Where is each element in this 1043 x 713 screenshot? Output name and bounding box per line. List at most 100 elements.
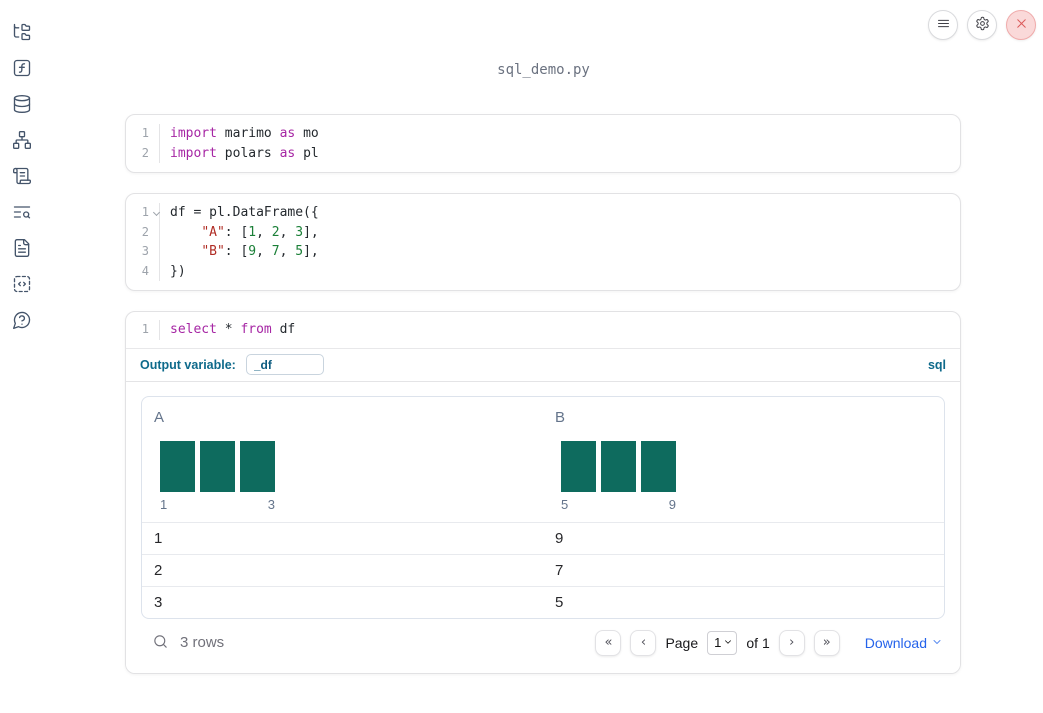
- column-title[interactable]: A: [154, 408, 165, 426]
- file-text-icon: [12, 238, 32, 261]
- code-text: "B": [9, 7, 5],: [160, 242, 319, 262]
- code-text: import marimo as mo: [160, 124, 319, 144]
- column-title[interactable]: B: [555, 408, 566, 426]
- code-token: 7: [271, 244, 280, 259]
- notebook-main: sql_demo.py 1 import marimo as mo 2 import …: [44, 0, 1043, 713]
- code-token: 1: [248, 224, 257, 240]
- histogram-bar: [641, 440, 676, 492]
- code-token: ,: [279, 244, 296, 259]
- page-select[interactable]: 1: [707, 630, 738, 655]
- code-token: df = pl.DataFrame({: [170, 205, 319, 220]
- page-select-value: 1: [714, 635, 722, 650]
- chevrons-right-icon: »: [822, 635, 831, 650]
- sidebar-item-data-sources[interactable]: [11, 94, 33, 116]
- chevron-down-icon: [723, 635, 733, 650]
- line-number: 1: [126, 203, 161, 223]
- table-cell: 1: [154, 529, 163, 547]
- code-token: "B": [201, 244, 225, 259]
- code-token: *: [216, 322, 241, 337]
- chevron-left-icon: ‹: [640, 635, 647, 650]
- sidebar-item-variables[interactable]: [11, 58, 33, 80]
- code-token: pl: [295, 145, 319, 161]
- output-variable-bar: Output variable: sql: [126, 349, 960, 382]
- axis-min-label: 5: [561, 496, 569, 512]
- search-icon: [152, 633, 169, 653]
- code-token: ,: [256, 244, 272, 259]
- code-token: select: [170, 322, 217, 337]
- code-token: 2: [271, 224, 280, 240]
- sidebar-item-help[interactable]: [11, 310, 33, 332]
- settings-button[interactable]: [967, 10, 997, 40]
- table-cell: 9: [555, 529, 564, 547]
- network-icon: [12, 130, 32, 153]
- sql-code-editor[interactable]: 1 select * from df: [126, 312, 960, 349]
- table-cell: 3: [154, 593, 163, 611]
- code-token: }): [170, 263, 186, 279]
- download-button[interactable]: Download: [865, 635, 943, 651]
- code-token: [170, 225, 201, 240]
- code-token: df: [271, 322, 296, 337]
- menu-button[interactable]: [928, 10, 958, 40]
- code-token: mo: [295, 126, 319, 141]
- code-line: 1 select * from df: [126, 320, 960, 340]
- code-token: : [: [224, 244, 249, 259]
- sidebar-item-documentation[interactable]: [11, 238, 33, 260]
- download-label: Download: [864, 634, 927, 651]
- code-token: ,: [256, 224, 272, 240]
- function-square-icon: [12, 58, 32, 81]
- table-cell: 5: [555, 593, 564, 611]
- sidebar-item-file-explorer[interactable]: [11, 22, 33, 44]
- code-text: df = pl.DataFrame({: [160, 203, 319, 223]
- pagination: « ‹ Page 1 of 1 ›: [595, 629, 943, 656]
- code-text: select * from df: [160, 320, 295, 340]
- sidebar-item-logs[interactable]: [11, 166, 33, 188]
- histogram-bar: [160, 440, 195, 492]
- code-editor[interactable]: 1 df = pl.DataFrame({ 2 "A": [1, 2, 3], 3 "…: [126, 194, 960, 290]
- chevron-right-icon: ›: [789, 635, 795, 650]
- code-token: 5: [295, 244, 304, 259]
- first-page-button[interactable]: «: [595, 629, 622, 656]
- text-search-icon: [12, 202, 32, 225]
- fold-chevron-icon[interactable]: [152, 208, 161, 217]
- sidebar-item-snippets[interactable]: [11, 274, 33, 296]
- code-cell-dataframe: 1 df = pl.DataFrame({ 2 "A": [1, 2, 3], 3 "…: [125, 193, 961, 291]
- code-line: 1 df = pl.DataFrame({: [126, 203, 960, 223]
- line-number: 1: [126, 320, 160, 340]
- scroll-icon: [12, 166, 32, 189]
- code-text: import polars as pl: [160, 144, 319, 164]
- line-number: 1: [126, 124, 160, 144]
- next-page-button[interactable]: ›: [778, 629, 805, 656]
- last-page-button[interactable]: »: [813, 629, 840, 656]
- histogram-bar: [561, 440, 596, 492]
- rowcount-group: 3 rows: [143, 634, 224, 652]
- code-token: 3: [295, 224, 304, 240]
- code-line: 4}): [126, 261, 960, 281]
- code-token: ],: [303, 244, 319, 259]
- code-token: ],: [303, 224, 319, 240]
- previous-page-button[interactable]: ‹: [630, 629, 657, 656]
- code-editor[interactable]: 1 import marimo as mo 2 import polars as pl: [126, 115, 960, 172]
- code-token: ,: [279, 224, 296, 240]
- sidebar-item-search[interactable]: [11, 202, 33, 224]
- axis-min-label: 1: [160, 496, 168, 512]
- shutdown-button[interactable]: [1006, 10, 1036, 40]
- cells-column: 1 import marimo as mo 2 import polars as pl…: [125, 114, 961, 674]
- output-variable-input[interactable]: [245, 354, 324, 375]
- sidebar-item-dependency-graph[interactable]: [11, 130, 33, 152]
- help-chat-icon: [12, 310, 32, 333]
- table-search-button[interactable]: [151, 634, 169, 652]
- histogram-bar: [240, 440, 275, 492]
- code-text: "A": [1, 2, 3],: [160, 223, 319, 243]
- activity-sidebar: [0, 0, 44, 713]
